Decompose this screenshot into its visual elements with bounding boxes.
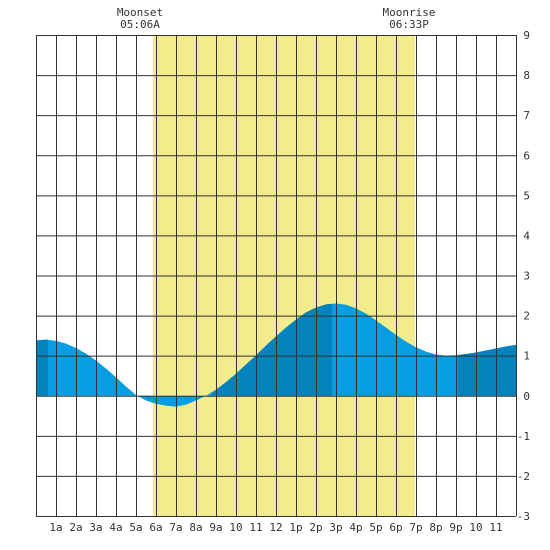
- x-tick-label: 11: [249, 521, 262, 534]
- x-tick-label: 4a: [109, 521, 122, 534]
- annotation-time-label: 05:06A: [120, 18, 160, 31]
- y-tick-label: -3: [517, 510, 530, 523]
- y-tick-label: -2: [517, 470, 530, 483]
- y-tick-label: 5: [523, 189, 530, 202]
- x-tick-label: 9p: [449, 521, 462, 534]
- y-tick-label: 2: [523, 310, 530, 323]
- y-tick-label: 8: [523, 69, 530, 82]
- y-tick-label: -1: [517, 430, 530, 443]
- annotation-event-label: Moonset: [117, 6, 163, 19]
- x-tick-label: 6a: [149, 521, 162, 534]
- x-tick-label: 5p: [369, 521, 382, 534]
- annotation-time-label: 06:33P: [389, 18, 429, 31]
- x-tick-label: 3a: [89, 521, 102, 534]
- annotation-event-label: Moonrise: [383, 6, 436, 19]
- x-tick-label: 2a: [69, 521, 82, 534]
- x-tick-label: 7p: [409, 521, 422, 534]
- x-tick-label: 1a: [49, 521, 62, 534]
- x-tick-label: 8a: [189, 521, 202, 534]
- y-tick-label: 3: [523, 270, 530, 283]
- x-tick-label: 8p: [429, 521, 442, 534]
- y-tick-label: 9: [523, 29, 530, 42]
- x-tick-label: 12: [269, 521, 282, 534]
- x-tick-label: 4p: [349, 521, 362, 534]
- y-tick-label: 7: [523, 109, 530, 122]
- x-tick-label: 2p: [309, 521, 322, 534]
- y-tick-label: 1: [523, 350, 530, 363]
- x-tick-label: 10: [229, 521, 242, 534]
- x-tick-label: 9a: [209, 521, 222, 534]
- y-tick-label: 6: [523, 149, 530, 162]
- y-tick-label: 0: [523, 390, 530, 403]
- x-tick-label: 10: [469, 521, 482, 534]
- x-tick-label: 6p: [389, 521, 402, 534]
- x-tick-label: 1p: [289, 521, 302, 534]
- y-tick-label: 4: [523, 229, 530, 242]
- x-tick-label: 11: [489, 521, 502, 534]
- x-tick-label: 3p: [329, 521, 342, 534]
- x-tick-label: 5a: [129, 521, 142, 534]
- x-tick-label: 7a: [169, 521, 182, 534]
